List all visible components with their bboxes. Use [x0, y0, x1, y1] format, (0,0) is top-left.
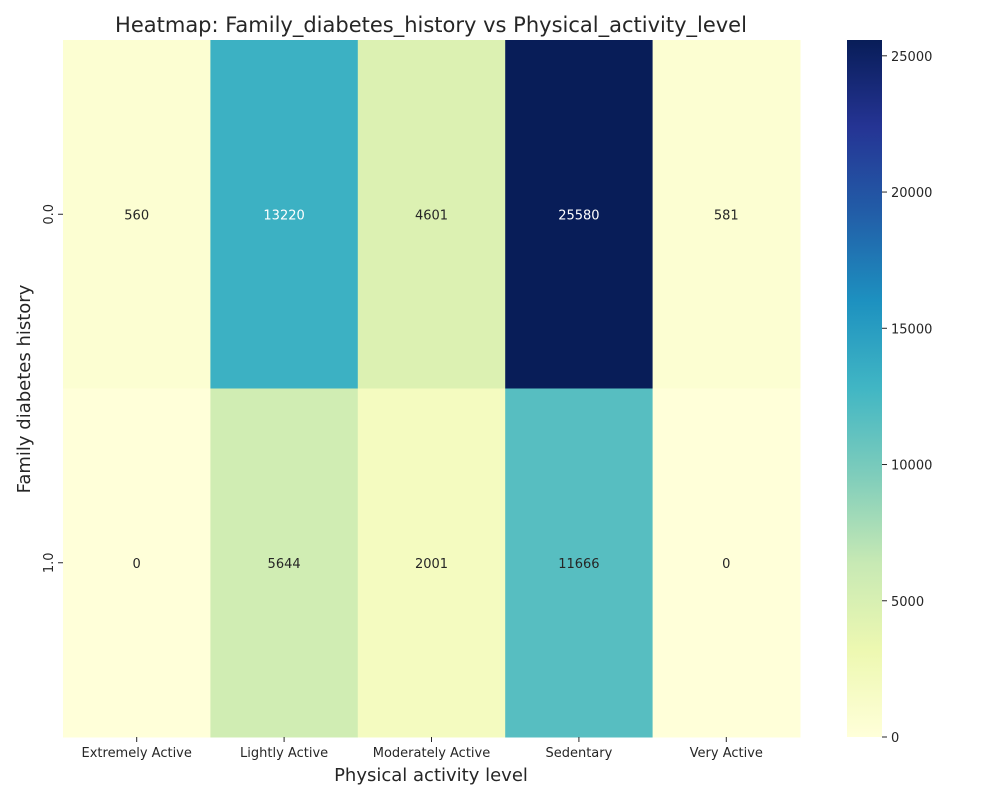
heatmap-cell — [357, 388, 506, 738]
heatmap-cell — [357, 40, 506, 389]
cell-value-label: 25580 — [558, 208, 599, 223]
heatmap-cell — [505, 388, 654, 738]
y-axis-ticks: 0.0 1.0 — [42, 204, 63, 573]
heatmap-cell — [505, 40, 654, 389]
cell-value-label: 560 — [124, 208, 149, 223]
colorbar-tick-label: 15000 — [891, 322, 932, 337]
heatmap-cell — [63, 388, 211, 738]
x-tick-label: Moderately Active — [373, 746, 490, 761]
chart-title: Heatmap: Family_diabetes_history vs Phys… — [115, 13, 747, 38]
colorbar-tick-label: 5000 — [891, 595, 924, 610]
heatmap-cell — [210, 388, 359, 738]
x-tick-label: Extremely Active — [82, 746, 192, 761]
heatmap-cell — [210, 40, 359, 389]
colorbar-tick-label: 20000 — [891, 186, 932, 201]
colorbar-ticks: 0 5000 10000 15000 20000 25000 — [882, 50, 932, 746]
x-tick-label: Sedentary — [545, 746, 612, 761]
y-axis-label: Family diabetes history — [14, 284, 35, 493]
heatmap-cell — [652, 40, 801, 389]
y-tick-label: 0.0 — [42, 204, 57, 225]
cell-value-label: 581 — [714, 208, 739, 223]
cell-value-label: 2001 — [415, 557, 448, 572]
y-tick-label: 1.0 — [42, 552, 57, 573]
colorbar-tick-label: 25000 — [891, 50, 932, 65]
heatmap-cell — [63, 40, 211, 389]
x-tick-label: Lightly Active — [240, 746, 328, 761]
cell-value-label: 0 — [722, 557, 730, 572]
x-axis-label: Physical activity level — [334, 765, 528, 786]
cell-value-label: 5644 — [268, 557, 301, 572]
x-axis-ticks: Extremely Active Lightly Active Moderately… — [82, 737, 763, 761]
colorbar-tick-label: 10000 — [891, 459, 932, 474]
cell-value-label: 11666 — [558, 557, 599, 572]
heatmap-cells — [63, 40, 801, 738]
colorbar-tick-label: 0 — [891, 731, 899, 746]
heatmap-cell-labels: 560 13220 4601 25580 581 0 5644 2001 11666 0 — [124, 208, 738, 572]
colorbar — [847, 40, 882, 737]
cell-value-label: 0 — [133, 557, 141, 572]
cell-value-label: 4601 — [415, 208, 448, 223]
x-tick-label: Very Active — [690, 746, 763, 761]
heatmap-cell — [652, 388, 801, 738]
cell-value-label: 13220 — [263, 208, 304, 223]
